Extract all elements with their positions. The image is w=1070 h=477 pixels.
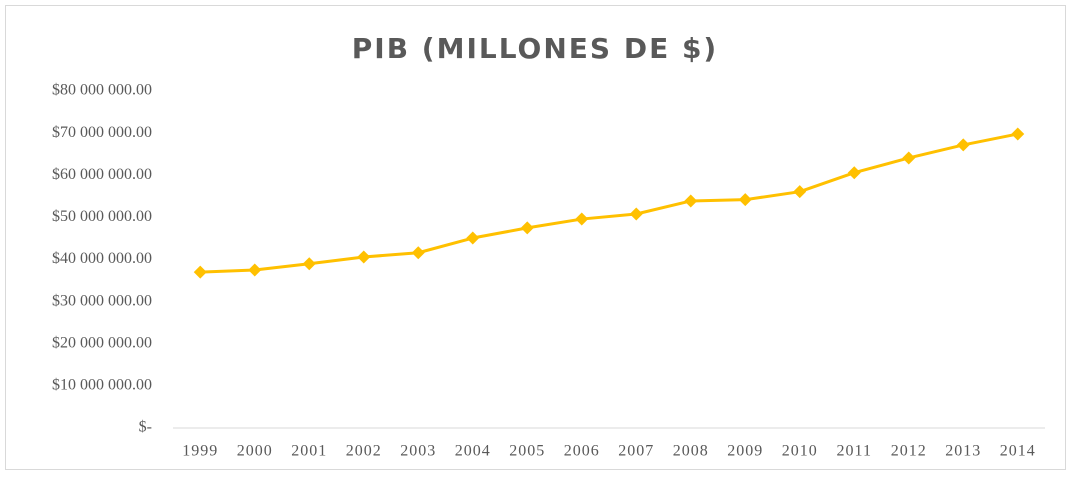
y-tick-label: $40 000 000.00 (52, 250, 152, 267)
data-point (248, 263, 262, 277)
x-tick-label: 2009 (727, 443, 763, 460)
y-tick-label: $70 000 000.00 (52, 124, 152, 141)
x-tick-label: 2006 (564, 443, 600, 460)
data-point (847, 166, 861, 180)
data-point (684, 194, 698, 208)
x-tick-label: 2012 (891, 443, 927, 460)
x-tick-label: 2013 (945, 443, 981, 460)
data-point (193, 265, 207, 279)
x-tick-label: 2008 (673, 443, 709, 460)
x-tick-label: 2001 (291, 443, 327, 460)
x-tick-label: 2011 (837, 443, 872, 460)
data-point (956, 138, 970, 152)
y-tick-label: $- (139, 419, 152, 436)
data-point (738, 193, 752, 207)
x-tick-label: 2014 (1000, 443, 1036, 460)
data-point (302, 257, 316, 271)
chart-title: PIB (MILLONES DE $) (352, 32, 718, 65)
x-tick-label: 2003 (400, 443, 436, 460)
x-tick-label: 2004 (455, 443, 491, 460)
data-point (793, 185, 807, 199)
x-tick-label: 2000 (237, 443, 273, 460)
x-tick-label: 2007 (618, 443, 654, 460)
y-tick-label: $20 000 000.00 (52, 334, 152, 351)
y-tick-label: $50 000 000.00 (52, 208, 152, 225)
data-point (1011, 127, 1025, 141)
data-point (520, 221, 534, 235)
y-tick-label: $80 000 000.00 (52, 82, 152, 99)
y-tick-label: $30 000 000.00 (52, 292, 152, 309)
data-point (466, 231, 480, 245)
data-point (629, 207, 643, 221)
series-line (200, 132, 1019, 274)
data-point (575, 212, 589, 226)
y-tick-label: $60 000 000.00 (52, 166, 152, 183)
data-point (902, 151, 916, 165)
x-tick-label: 2002 (346, 443, 382, 460)
x-tick-label: 2010 (782, 443, 818, 460)
x-tick-label: 2005 (509, 443, 545, 460)
chart-frame (5, 5, 1066, 470)
data-point (411, 246, 425, 260)
y-tick-label: $10 000 000.00 (52, 377, 152, 394)
x-tick-label: 1999 (182, 443, 218, 460)
data-point (357, 250, 371, 264)
